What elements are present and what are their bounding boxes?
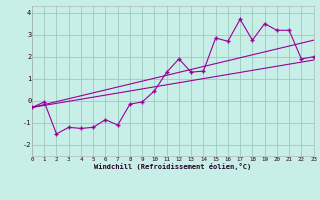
X-axis label: Windchill (Refroidissement éolien,°C): Windchill (Refroidissement éolien,°C) bbox=[94, 163, 252, 170]
